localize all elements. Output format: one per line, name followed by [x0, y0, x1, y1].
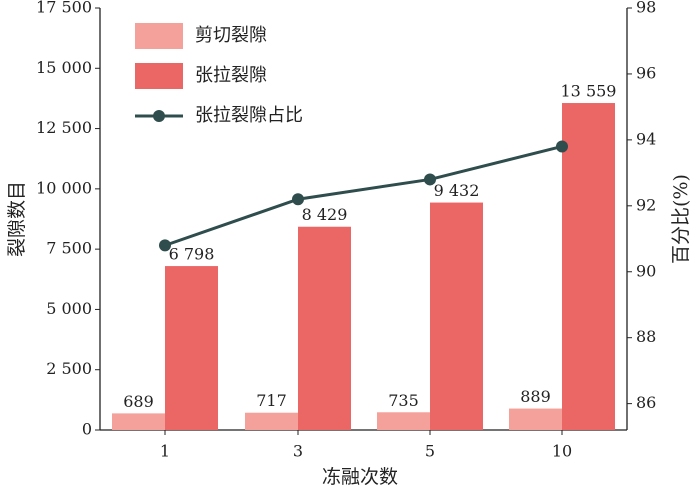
x-axis-title: 冻融次数: [322, 466, 398, 488]
y-tick-label: 15 000: [36, 58, 92, 77]
bar: [509, 408, 562, 430]
bar-value-label: 13 559: [561, 82, 617, 101]
legend-label: 张拉裂隙: [195, 65, 267, 86]
y-tick-label: 17 500: [36, 0, 92, 17]
y-tick-label: 7 500: [46, 239, 92, 258]
legend-swatch: [135, 63, 183, 89]
y-tick-label: 10 000: [36, 178, 92, 197]
bar-value-label: 9 432: [434, 181, 480, 200]
bar: [430, 202, 483, 430]
x-tick-label: 3: [293, 442, 303, 461]
y2-tick-label: 92: [636, 195, 656, 214]
bar-value-label: 717: [256, 391, 287, 410]
line-marker: [292, 193, 304, 206]
y2-tick-label: 94: [636, 129, 656, 148]
line-marker: [424, 173, 436, 186]
x-tick-label: 10: [552, 442, 572, 461]
bar: [245, 412, 298, 430]
legend-swatch: [135, 23, 183, 49]
y2-tick-label: 86: [636, 393, 656, 412]
bar-value-label: 889: [520, 387, 551, 406]
y2-tick-label: 90: [636, 261, 656, 280]
bar: [298, 226, 351, 430]
y2-tick-label: 96: [636, 63, 656, 82]
y2-tick-label: 98: [636, 0, 656, 17]
bar-value-label: 6 798: [169, 245, 215, 264]
y-tick-label: 2 500: [46, 359, 92, 378]
bar: [377, 412, 430, 430]
legend-swatch: [153, 110, 165, 122]
y-axis-title: 裂隙数目: [6, 181, 28, 257]
bar: [165, 266, 218, 430]
y-tick-label: 5 000: [46, 299, 92, 318]
line: [164, 145, 563, 247]
legend-label: 剪切裂隙: [195, 25, 267, 46]
bar: [112, 413, 165, 430]
y-tick-label: 12 500: [36, 118, 92, 137]
bar-value-label: 8 429: [302, 205, 348, 224]
y2-tick-label: 88: [636, 327, 656, 346]
bar-value-label: 689: [123, 392, 154, 411]
legend-label: 张拉裂隙占比: [195, 105, 303, 126]
bar: [562, 103, 615, 431]
x-tick-label: 5: [425, 442, 435, 461]
line-marker: [556, 140, 568, 153]
x-tick-label: 1: [160, 442, 170, 461]
bar-value-label: 735: [388, 391, 419, 410]
y-tick-label: 0: [82, 420, 92, 439]
y2-axis-title: 百分比(%): [670, 174, 692, 264]
line-marker: [159, 239, 171, 252]
